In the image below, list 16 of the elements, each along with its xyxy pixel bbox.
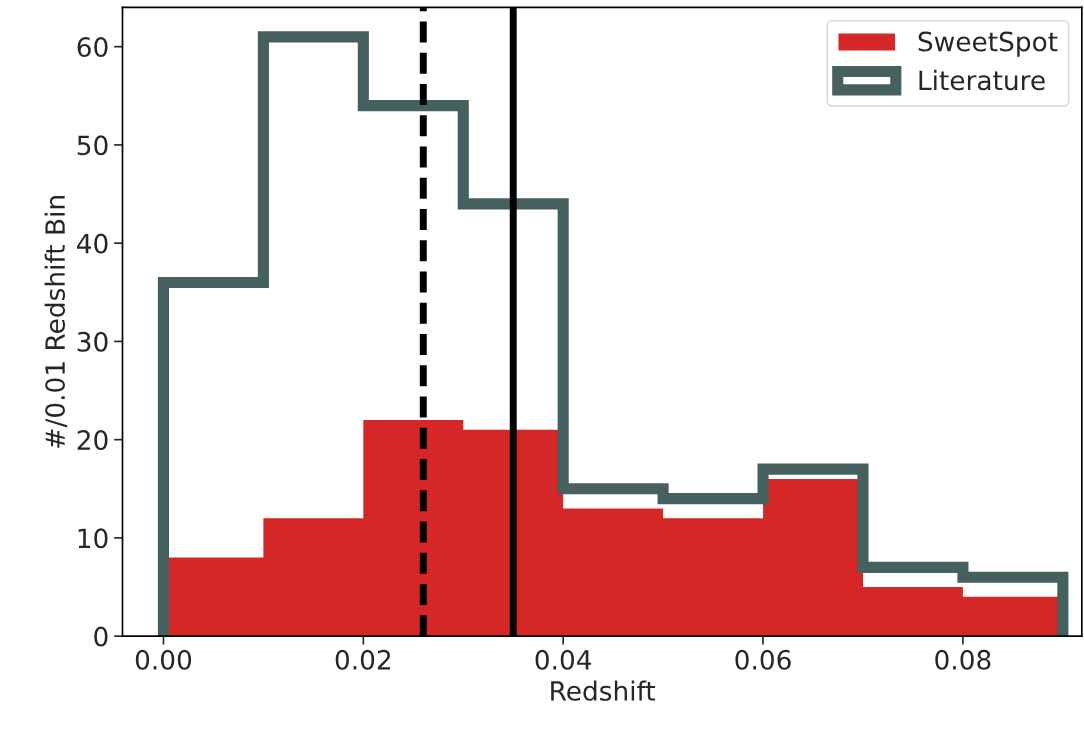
y-tick-label: 30 [77, 331, 108, 352]
legend-label: Literature [919, 69, 1045, 91]
y-axis-title: #/0.01 Redshift Bin [44, 196, 68, 448]
legend-label: SweetSpot [918, 31, 1058, 57]
x-tick-label: 0.08 [935, 649, 991, 670]
y-tick-label: 50 [77, 135, 108, 156]
y-tick-label: 0 [94, 626, 108, 647]
y-tick-label: 10 [78, 528, 108, 549]
y-tick-label: 20 [77, 430, 108, 451]
y-tick-label: 40 [77, 233, 108, 254]
y-tick-label: 60 [77, 37, 108, 58]
x-tick-label: 0.00 [135, 649, 192, 670]
x-tick-label: 0.04 [535, 649, 592, 670]
x-axis-title: Redshift [551, 680, 656, 701]
x-tick-label: 0.06 [735, 649, 791, 670]
x-tick-label: 0.02 [335, 649, 391, 670]
